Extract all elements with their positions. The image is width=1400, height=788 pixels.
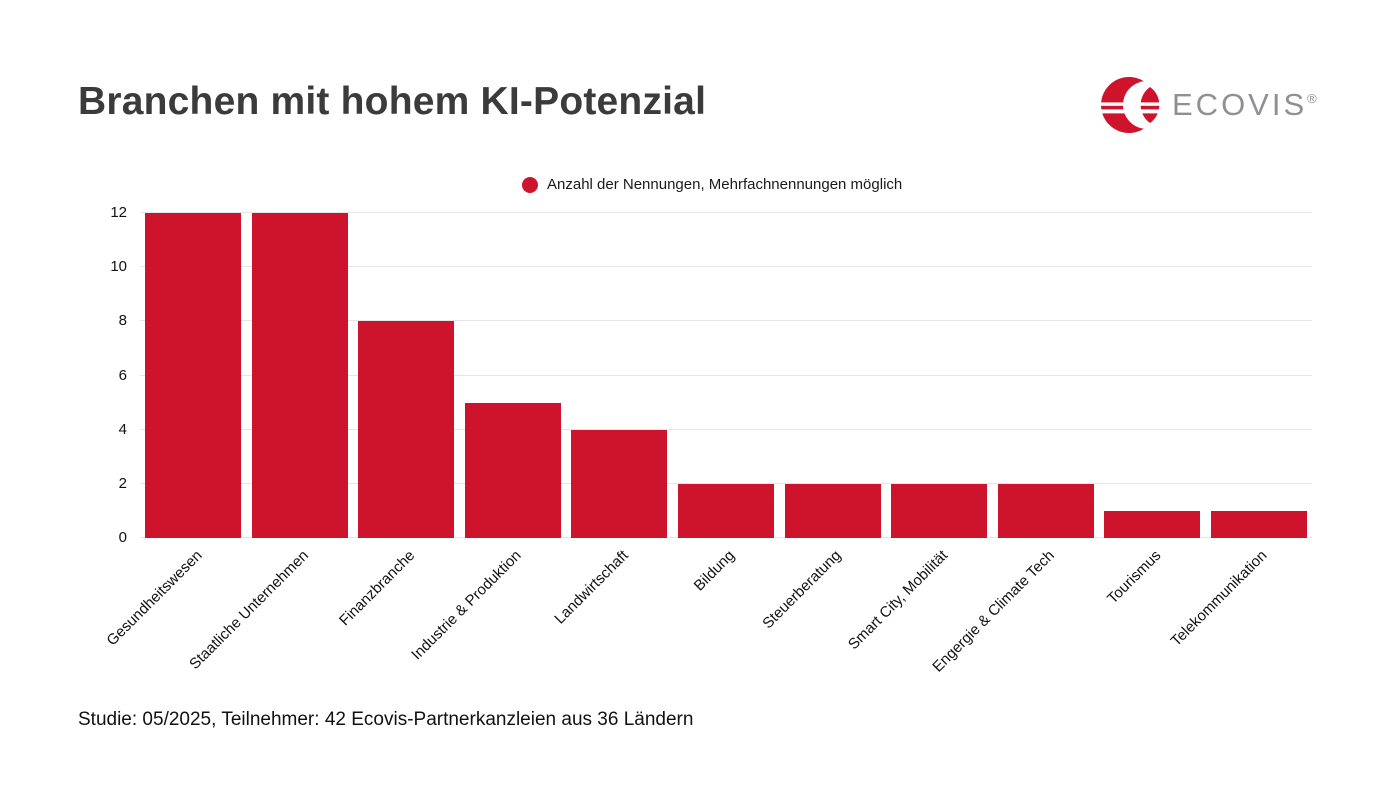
x-axis-category-label: Industrie & Produktion: [408, 547, 525, 664]
gridline-y-2: [140, 482, 1312, 484]
bar-telekommunikation: [1210, 510, 1307, 538]
y-axis-tick-label: 4: [118, 420, 127, 438]
bar-staatliche-unternehmen: [251, 213, 348, 538]
chart-legend: Anzahl der Nennungen, Mehrfachnennungen …: [522, 176, 902, 193]
legend-label: Anzahl der Nennungen, Mehrfachnennungen …: [547, 176, 903, 193]
legend-marker-dot: [522, 176, 538, 193]
bar-smart-city-mobilität: [891, 483, 988, 538]
plot-area: [140, 212, 1312, 538]
x-axis-category-label: Tourismus: [1103, 547, 1165, 608]
page-title: Branchen mit hohem KI-Potenzial: [78, 80, 707, 123]
gridline-y-12: [140, 212, 1312, 213]
registered-trademark-symbol: ®: [1307, 91, 1317, 106]
x-axis-category-label: Engergie & Climate Tech: [929, 547, 1058, 676]
bar-finanzbranche: [358, 321, 455, 538]
x-axis-category-label: Telekommunikation: [1167, 547, 1271, 650]
bar-engergie-climate-tech: [997, 483, 1094, 538]
ecovis-logo: ECOVIS®: [1101, 75, 1317, 135]
bar-industrie-produktion: [464, 402, 561, 538]
x-axis-category-label: Smart City, Mobilität: [844, 547, 952, 654]
y-axis-tick-label: 2: [118, 474, 127, 492]
x-axis-category-label: Finanzbranche: [336, 547, 419, 630]
x-axis-category-label: Landwirtschaft: [551, 547, 632, 628]
gridline-y-8: [140, 320, 1312, 322]
y-axis-tick-label: 12: [110, 204, 127, 221]
y-axis-tick-label: 6: [118, 366, 127, 384]
x-axis-category-label: Steuerberatung: [759, 547, 845, 633]
bar-bildung: [678, 483, 774, 538]
gridline-y-10: [140, 266, 1312, 268]
bar-tourismus: [1104, 510, 1201, 538]
y-axis-tick-label: 0: [118, 529, 127, 546]
ecovis-logo-wordmark: ECOVIS®: [1172, 87, 1317, 122]
x-axis-category-label: Staatliche Unternehmen: [186, 547, 312, 673]
source-note: Studie: 05/2025, Teilnehmer: 42 Ecovis-P…: [78, 709, 694, 730]
y-axis-tick-label: 10: [110, 258, 127, 276]
ecovis-logo-icon: [1101, 77, 1161, 133]
bar-gesundheitswesen: [145, 213, 242, 538]
y-axis-tick-label: 8: [118, 312, 127, 330]
bar-landwirtschaft: [571, 429, 668, 538]
x-axis-category-label: Gesundheitswesen: [103, 547, 206, 650]
gridline-y-6: [140, 374, 1312, 376]
bar-steuerberatung: [784, 483, 881, 538]
x-axis-category-label: Bildung: [690, 547, 739, 595]
gridline-y-4: [140, 428, 1312, 430]
